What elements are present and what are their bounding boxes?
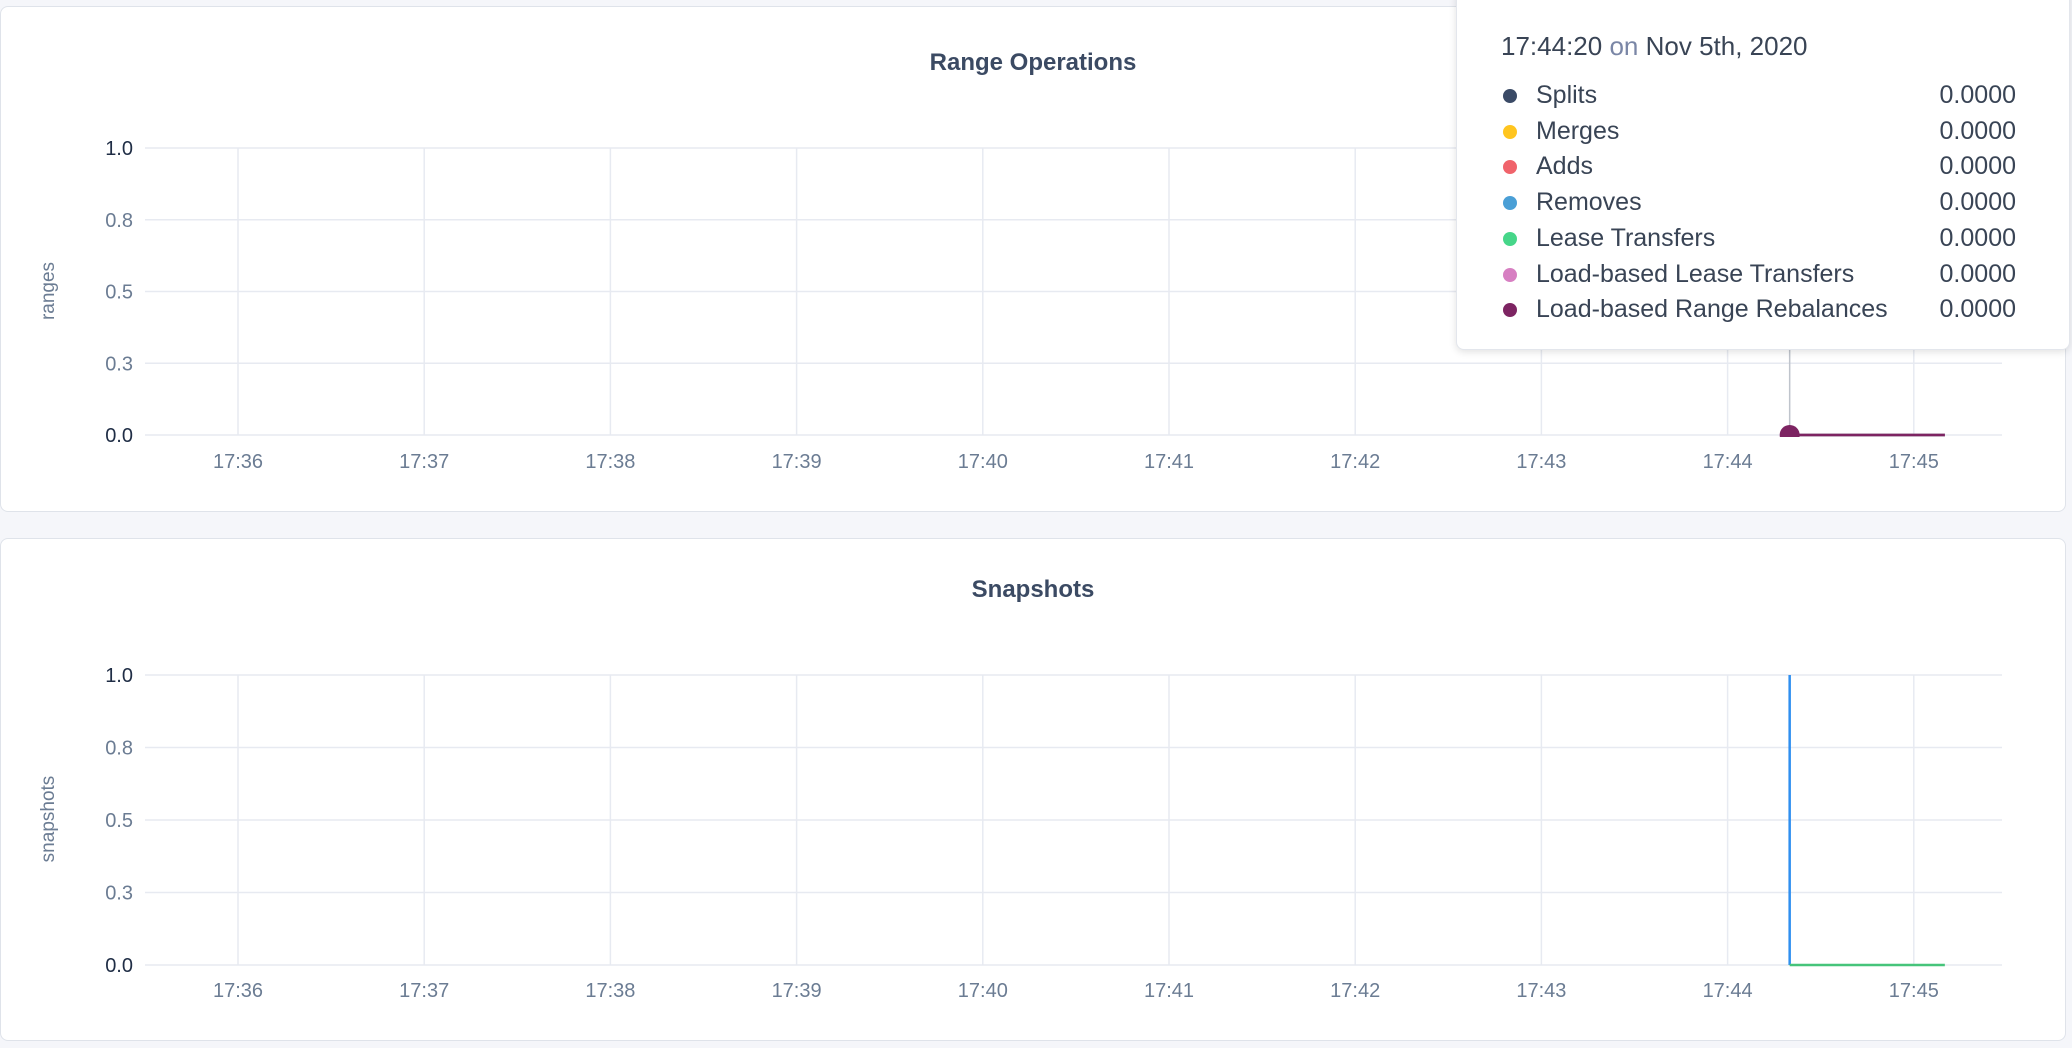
- series-color-dot-icon: [1503, 89, 1517, 103]
- tooltip-series-value: 0.0000: [1939, 259, 2016, 288]
- x-tick-label: 17:37: [399, 980, 449, 1002]
- plot-clip: [145, 437, 2002, 449]
- series-color-dot-icon: [1503, 124, 1517, 139]
- x-tick-label: 17:43: [1516, 980, 1566, 1002]
- x-tick-label: 17:45: [1889, 451, 1939, 473]
- tooltip-series-name: Adds: [1536, 152, 1593, 181]
- x-tick-label: 17:42: [1330, 451, 1380, 473]
- tooltip-series-name: Splits: [1536, 81, 1598, 109]
- tooltip-series-value: 0.0000: [1939, 81, 2016, 109]
- tooltip-heading: 17:44:20 on Nov 5th, 2020: [1501, 31, 1808, 62]
- x-tick-label: 17:41: [1144, 980, 1194, 1002]
- tooltip-series-name: Removes: [1536, 188, 1642, 217]
- series-color-dot-icon: [1503, 267, 1517, 282]
- chart-title: Snapshots: [972, 576, 1095, 603]
- tooltip-series-value: 0.0000: [1939, 223, 2016, 252]
- tooltip-date: Nov 5th, 2020: [1645, 31, 1808, 61]
- chart-0: Range Operations ranges 0.0 0.3 0.5 0.8 1.0 17:…: [38, 49, 2002, 473]
- tooltip-row: Load-based Range Rebalances 0.0000: [1501, 293, 2028, 327]
- series-color-dot-icon: [1503, 303, 1517, 318]
- snapshots-card: [0, 538, 2066, 1041]
- tooltip-series-value: 0.0000: [1939, 295, 2016, 324]
- series-color-dot-icon: [1503, 231, 1517, 246]
- tooltip-row: Lease Transfers 0.0000: [1501, 222, 2028, 256]
- tooltip-series-value: 0.0000: [1939, 116, 2016, 145]
- chart-title: Range Operations: [930, 49, 1137, 76]
- x-tick-label: 17:43: [1516, 451, 1566, 473]
- x-tick-label: 17:41: [1144, 451, 1194, 473]
- x-tick-label: 17:42: [1330, 980, 1380, 1002]
- x-tick-label: 17:38: [585, 451, 635, 473]
- series-color-dot-icon: [1503, 160, 1517, 175]
- tooltip-row: Merges 0.0000: [1501, 115, 2028, 149]
- tooltip-row: Load-based Lease Transfers 0.0000: [1501, 258, 2028, 292]
- tooltip-series-name: Lease Transfers: [1536, 223, 1716, 252]
- tooltip-series-value: 0.0000: [1939, 152, 2016, 181]
- x-tick-label: 17:36: [213, 451, 263, 473]
- x-tick-label: 17:39: [772, 980, 822, 1002]
- y-tick-label: 0.3: [105, 883, 133, 905]
- y-tick-label: 0.3: [105, 353, 133, 375]
- y-tick-label: 1.0: [105, 138, 133, 160]
- hover-tooltip: 17:44:20 on Nov 5th, 2020 Splits 0.0000 Me…: [1456, 0, 2070, 350]
- x-tick-label: 17:40: [958, 451, 1008, 473]
- tooltip-series-name: Merges: [1536, 116, 1620, 145]
- x-tick-label: 17:44: [1703, 980, 1753, 1002]
- x-tick-label: 17:44: [1703, 451, 1753, 473]
- tooltip-time: 17:44:20: [1501, 31, 1603, 61]
- tooltip-row: Splits 0.0000: [1501, 79, 2028, 113]
- tooltip-row: Adds 0.0000: [1501, 150, 2028, 184]
- x-tick-label: 17:38: [585, 980, 635, 1002]
- y-tick-label: 0.5: [105, 282, 133, 304]
- x-tick-label: 17:45: [1889, 980, 1939, 1002]
- tooltip-series-name: Load-based Range Rebalances: [1536, 295, 1888, 324]
- y-tick-label: 0.0: [105, 425, 133, 447]
- x-tick-label: 17:36: [213, 980, 263, 1002]
- y-tick-label: 1.0: [105, 665, 133, 687]
- y-tick-label: 0.5: [105, 810, 133, 832]
- y-tick-label: 0.8: [105, 210, 133, 232]
- y-tick-label: 0.8: [105, 738, 133, 760]
- y-tick-label: 0.0: [105, 955, 133, 977]
- x-tick-label: 17:39: [772, 451, 822, 473]
- chart-1: Snapshots snapshots 0.0 0.3 0.5 0.8 1.0 17:36 17…: [38, 576, 2002, 1002]
- tooltip-on: on: [1609, 31, 1639, 61]
- y-axis-label: ranges: [38, 262, 59, 320]
- series-color-dot-icon: [1503, 196, 1517, 211]
- x-tick-label: 17:40: [958, 980, 1008, 1002]
- x-tick-label: 17:37: [399, 451, 449, 473]
- tooltip-series-value: 0.0000: [1939, 188, 2016, 217]
- tooltip-row: Removes 0.0000: [1501, 186, 2028, 220]
- y-axis-label: snapshots: [38, 776, 59, 863]
- tooltip-series-name: Load-based Lease Transfers: [1536, 259, 1855, 288]
